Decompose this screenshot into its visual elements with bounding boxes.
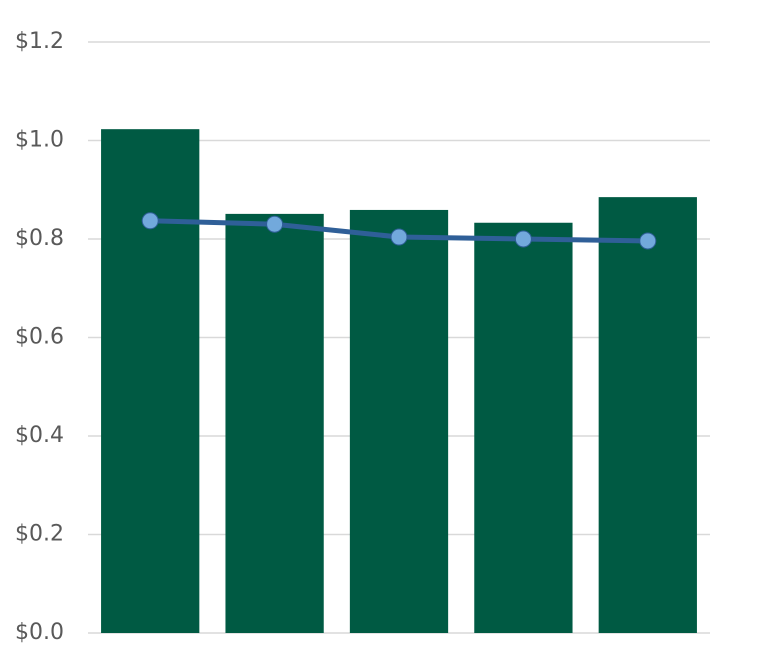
y-tick-label: $0.0 — [15, 620, 64, 645]
bar — [349, 209, 449, 633]
line-marker — [639, 232, 657, 250]
line-marker — [390, 228, 408, 246]
bar — [598, 197, 697, 633]
line-marker — [266, 215, 284, 233]
bar — [225, 213, 324, 633]
y-tick-label: $0.2 — [15, 522, 64, 547]
y-tick-label: $0.4 — [15, 423, 64, 448]
line-marker — [514, 230, 532, 248]
bar — [101, 129, 200, 634]
bar — [474, 222, 573, 633]
y-tick-label: $0.8 — [15, 226, 64, 251]
line-marker — [141, 212, 159, 230]
y-tick-label: $1.2 — [15, 29, 64, 54]
y-tick-label: $1.0 — [15, 128, 64, 153]
y-tick-label: $0.6 — [15, 325, 64, 350]
